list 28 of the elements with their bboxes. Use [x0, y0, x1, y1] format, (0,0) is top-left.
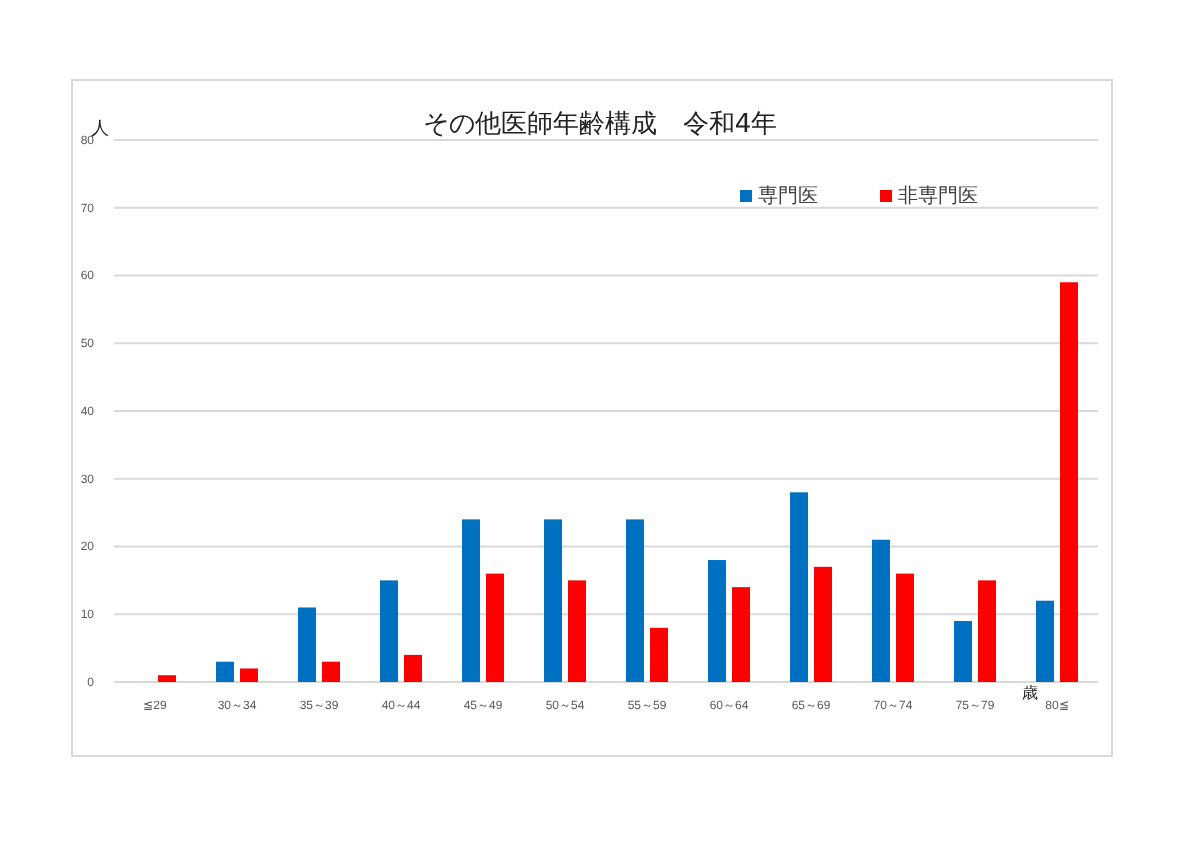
chart-title: その他医師年齢構成 令和4年 [422, 110, 778, 140]
bar [732, 587, 750, 682]
legend-label: 非専門医 [898, 184, 978, 208]
bar [486, 573, 504, 682]
bar [814, 566, 832, 682]
bar [954, 621, 972, 682]
bar [158, 675, 176, 682]
bar [896, 573, 914, 682]
bar [872, 539, 890, 682]
bar [650, 627, 668, 682]
bar [708, 560, 726, 682]
bar [544, 519, 562, 682]
bar [404, 654, 422, 682]
bar [216, 661, 234, 682]
y-axis-title: 人 [91, 118, 109, 140]
bar [322, 661, 340, 682]
bar [1060, 282, 1078, 682]
bar [380, 580, 398, 682]
bar [462, 519, 480, 682]
bar [978, 580, 996, 682]
bar [790, 492, 808, 682]
bar [298, 607, 316, 682]
bar [626, 519, 644, 682]
legend-label: 専門医 [758, 184, 818, 208]
x-axis-title: 歳 [1022, 684, 1038, 702]
bar [1036, 600, 1054, 682]
bar [240, 668, 258, 682]
bar [568, 580, 586, 682]
